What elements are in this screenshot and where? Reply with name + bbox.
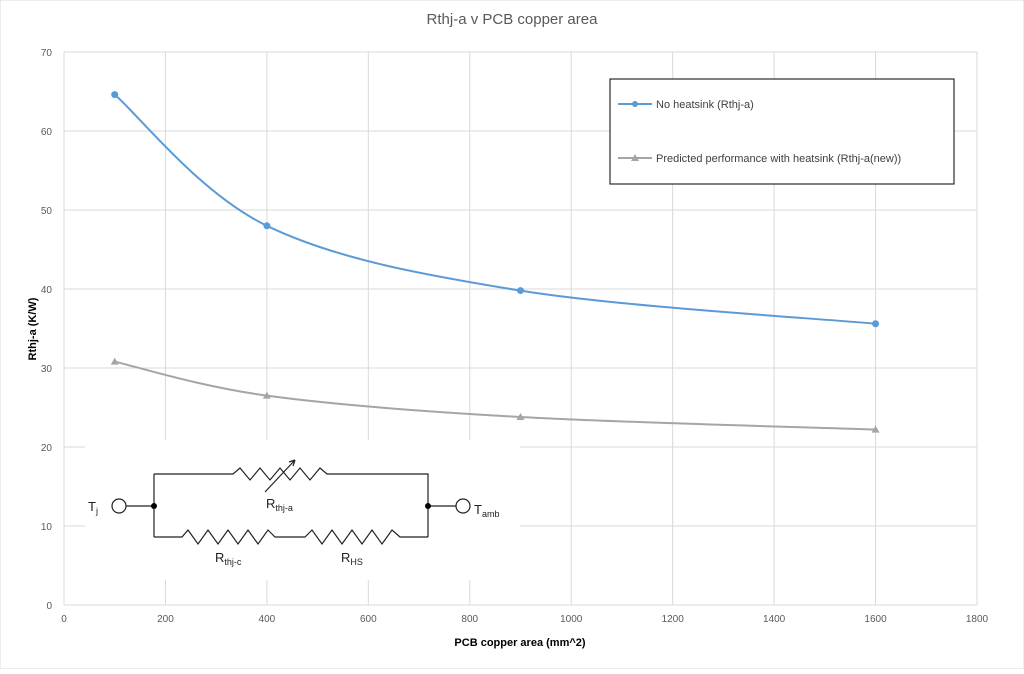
y-tick-label: 0 (46, 601, 52, 612)
label-rhs: RHS (341, 550, 363, 567)
data-point-circle (872, 320, 880, 328)
data-point-triangle (262, 391, 271, 399)
data-point-circle (263, 222, 271, 230)
x-tick-label: 1400 (763, 614, 786, 625)
tamb-terminal-icon (455, 498, 471, 514)
y-tick-label: 20 (41, 443, 53, 454)
legend-box (609, 78, 955, 185)
y-tick-label: 40 (41, 285, 53, 296)
x-tick-label: 600 (360, 614, 377, 625)
legend: No heatsink (Rthj-a) Predicted performan… (609, 78, 955, 185)
data-point-triangle (516, 412, 525, 420)
x-tick-label: 800 (461, 614, 478, 625)
label-tamb: Tamb (474, 502, 499, 519)
x-tick-label: 200 (157, 614, 174, 625)
tj-terminal-icon (111, 498, 127, 514)
data-point-triangle (871, 425, 880, 433)
data-point-triangle (110, 357, 119, 365)
label-rthj-a: Rthj-a (266, 496, 293, 513)
legend-marker-circle-icon (632, 101, 638, 107)
label-tj: Tj (88, 499, 98, 516)
series-layer (110, 91, 880, 433)
x-tick-label: 400 (259, 614, 276, 625)
label-rthj-c: Rthj-c (215, 550, 242, 567)
x-tick-label: 0 (61, 614, 67, 625)
circuit-background (85, 440, 520, 580)
legend-label-no-heatsink: No heatsink (Rthj-a) (656, 99, 754, 111)
axes: 0 200 400 600 800 1000 1200 1400 1600 1800 0 10 20 30… (41, 48, 989, 625)
junction-dot (151, 503, 157, 509)
y-tick-label: 10 (41, 522, 53, 533)
series-line-0 (114, 93, 876, 325)
legend-item-no-heatsink: No heatsink (Rthj-a) (618, 99, 754, 111)
y-axis-label: Rthj-a (K/W) (27, 297, 39, 360)
junction-dot (425, 503, 431, 509)
data-point-circle (517, 287, 524, 295)
x-axis-label: PCB copper area (mm^2) (454, 637, 585, 649)
x-tick-label: 1600 (864, 614, 887, 625)
y-tick-label: 70 (41, 48, 53, 59)
legend-item-with-heatsink: Predicted performance with heatsink (Rth… (618, 153, 901, 165)
circuit-inset: Tj Tamb Rthj-a Rthj-c RHS (85, 440, 520, 580)
x-tick-label: 1200 (662, 614, 685, 625)
y-tick-label: 50 (41, 206, 53, 217)
legend-marker-triangle-icon (631, 154, 639, 161)
x-tick-label: 1800 (966, 614, 989, 625)
series-line-1 (114, 360, 876, 431)
variable-arrow-icon (264, 459, 296, 493)
data-point-circle (111, 91, 119, 99)
resistors-series-icon (154, 528, 428, 546)
y-tick-label: 30 (41, 364, 53, 375)
x-tick-label: 1000 (560, 614, 583, 625)
legend-label-with-heatsink: Predicted performance with heatsink (Rth… (656, 153, 901, 165)
chart-title: Rthj-a v PCB copper area (427, 11, 599, 28)
y-tick-label: 60 (41, 127, 53, 138)
